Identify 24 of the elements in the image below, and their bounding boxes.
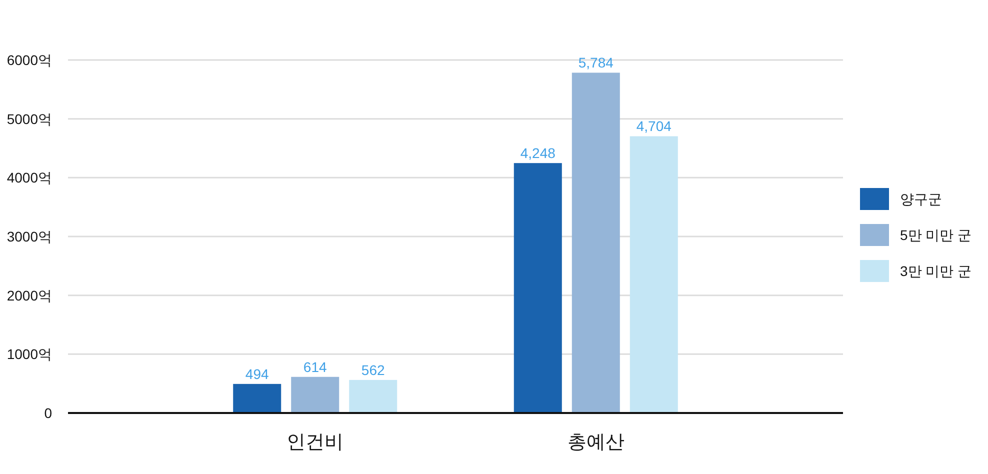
y-tick-label: 4000억 [6,170,52,186]
bar [291,376,340,413]
x-tick-label: 인건비 [286,432,344,453]
data-label: 614 [303,358,327,375]
bar [572,72,620,413]
y-tick-label: 6000억 [6,52,52,68]
data-label: 562 [361,362,385,378]
data-label: 5,784 [578,54,614,71]
legend-label: 3만 미만 군 [900,263,972,279]
data-label: 494 [245,366,269,382]
y-tick-label: 2000억 [6,287,52,304]
data-label: 4,248 [520,145,556,162]
legend-label: 양구군 [900,191,942,207]
legend-label: 5만 미만 군 [900,227,972,243]
data-label: 4,704 [636,118,672,134]
bar [514,163,562,413]
bar [349,380,398,413]
y-tick-label: 3000억 [6,228,52,244]
y-tick-label: 0 [44,405,52,421]
y-tick-label: 5000억 [6,110,52,127]
y-tick-label: 1000억 [6,346,52,362]
bar [233,384,282,413]
x-tick-label: 총예산 [567,432,624,453]
bar [630,136,678,413]
